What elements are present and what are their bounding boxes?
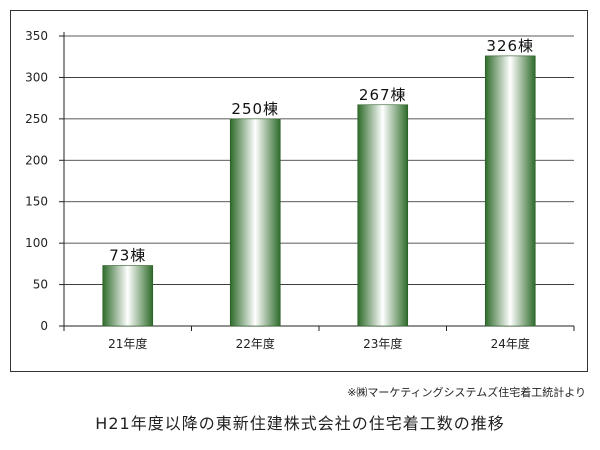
y-tick-label: 0 (40, 319, 48, 333)
y-tick-label: 100 (25, 236, 48, 250)
x-tick-label: 22年度 (236, 336, 275, 351)
bar (102, 265, 154, 327)
y-tick-label: 300 (25, 70, 48, 84)
x-tick-label: 23年度 (363, 336, 402, 351)
data-labels: 73棟 250棟 267棟 326棟 (109, 37, 534, 265)
y-tick-label: 200 (25, 153, 48, 167)
bar (229, 118, 281, 327)
data-label: 73棟 (109, 247, 146, 265)
data-label: 267棟 (359, 86, 407, 104)
y-tick-label: 250 (25, 112, 48, 126)
x-tick-label: 21年度 (108, 336, 147, 351)
y-tick-label: 150 (25, 195, 48, 209)
data-label: 326棟 (486, 37, 534, 55)
bar (357, 104, 409, 327)
bars (102, 55, 536, 327)
bar-chart: 0 50 100 150 200 250 300 350 73棟 250棟 267棟 326棟 21… (25, 29, 575, 351)
source-note: ※㈱マーケティングシステムズ住宅着工統計より (347, 386, 586, 399)
y-tick-labels: 0 50 100 150 200 250 300 350 (25, 29, 48, 333)
x-tick-labels: 21年度 22年度 23年度 24年度 (108, 336, 530, 351)
y-tick-label: 350 (25, 29, 48, 43)
data-label: 250棟 (231, 100, 279, 118)
chart-caption: H21年度以降の東新住建株式会社の住宅着工数の推移 (95, 414, 505, 433)
bar (484, 55, 536, 327)
x-tick-label: 24年度 (491, 336, 530, 351)
y-tick-label: 50 (33, 278, 48, 292)
